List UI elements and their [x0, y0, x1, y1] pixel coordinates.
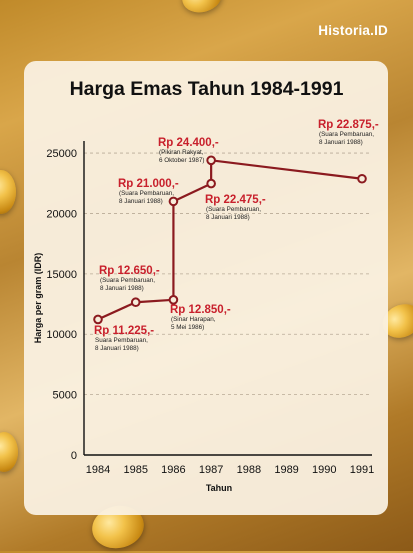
source-label: (Pikiran Rakyat,: [159, 149, 204, 156]
source-label: (Suara Pembaruan,: [100, 277, 155, 284]
source-label: 8 Januari 1988): [319, 139, 363, 146]
price-label: Rp 22.875,-: [318, 119, 379, 131]
y-tick-label: 25000: [46, 148, 77, 160]
data-point: [93, 314, 103, 325]
x-tick-label: 1984: [86, 464, 110, 476]
source-label: 6 Oktober 1987): [159, 157, 205, 164]
y-axis-label: Harga per gram (IDR): [33, 253, 43, 344]
source-label: 8 Januari 1988): [95, 345, 139, 352]
brand-logo: Historia.ID: [318, 23, 388, 38]
source-label: 8 Januari 1988): [100, 285, 144, 292]
price-label: Rp 22.475,-: [205, 194, 266, 206]
gold-coin-decoration: [0, 432, 18, 472]
y-tick-label: 10000: [46, 329, 77, 341]
data-point: [168, 196, 179, 207]
x-tick-label: 1985: [123, 464, 147, 476]
price-label: Rp 12.650,-: [99, 265, 160, 277]
y-tick-label: 5000: [53, 390, 77, 402]
price-label: Rp 12.850,-: [170, 304, 231, 316]
gold-coin-decoration: [0, 170, 16, 214]
y-tick-label: 20000: [46, 208, 77, 220]
x-axis-label: Tahun: [206, 483, 232, 493]
price-label: Rp 21.000,-: [118, 178, 179, 190]
data-point: [357, 173, 367, 184]
source-label: (Sinar Harapan,: [171, 316, 216, 323]
source-label: (Suara Pembaruan,: [119, 190, 174, 197]
x-tick-label: 1990: [312, 464, 336, 476]
x-tick-label: 1988: [237, 464, 261, 476]
data-point: [206, 178, 216, 189]
chart-title: Harga Emas Tahun 1984-1991: [69, 78, 344, 100]
source-label: (Suara Pembaruan,: [206, 206, 261, 213]
y-tick-label: 15000: [46, 269, 77, 281]
source-label: Suara Pembaruan,: [95, 337, 148, 344]
y-tick-label: 0: [71, 450, 77, 462]
source-label: 8 Januari 1988): [206, 214, 250, 221]
data-point: [168, 295, 179, 305]
x-tick-label: 1989: [274, 464, 298, 476]
price-label: Rp 24.400,-: [158, 137, 219, 149]
x-tick-label: 1991: [350, 464, 374, 476]
source-label: (Suara Pembaruan,: [319, 131, 374, 138]
source-label: 8 Januari 1988): [119, 198, 163, 205]
x-tick-label: 1987: [199, 464, 223, 476]
x-tick-label: 1986: [161, 464, 185, 476]
data-point: [130, 297, 141, 308]
source-label: 5 Mei 1986): [171, 324, 204, 331]
price-label: Rp 11.225,-: [94, 325, 154, 337]
data-point: [206, 155, 216, 166]
